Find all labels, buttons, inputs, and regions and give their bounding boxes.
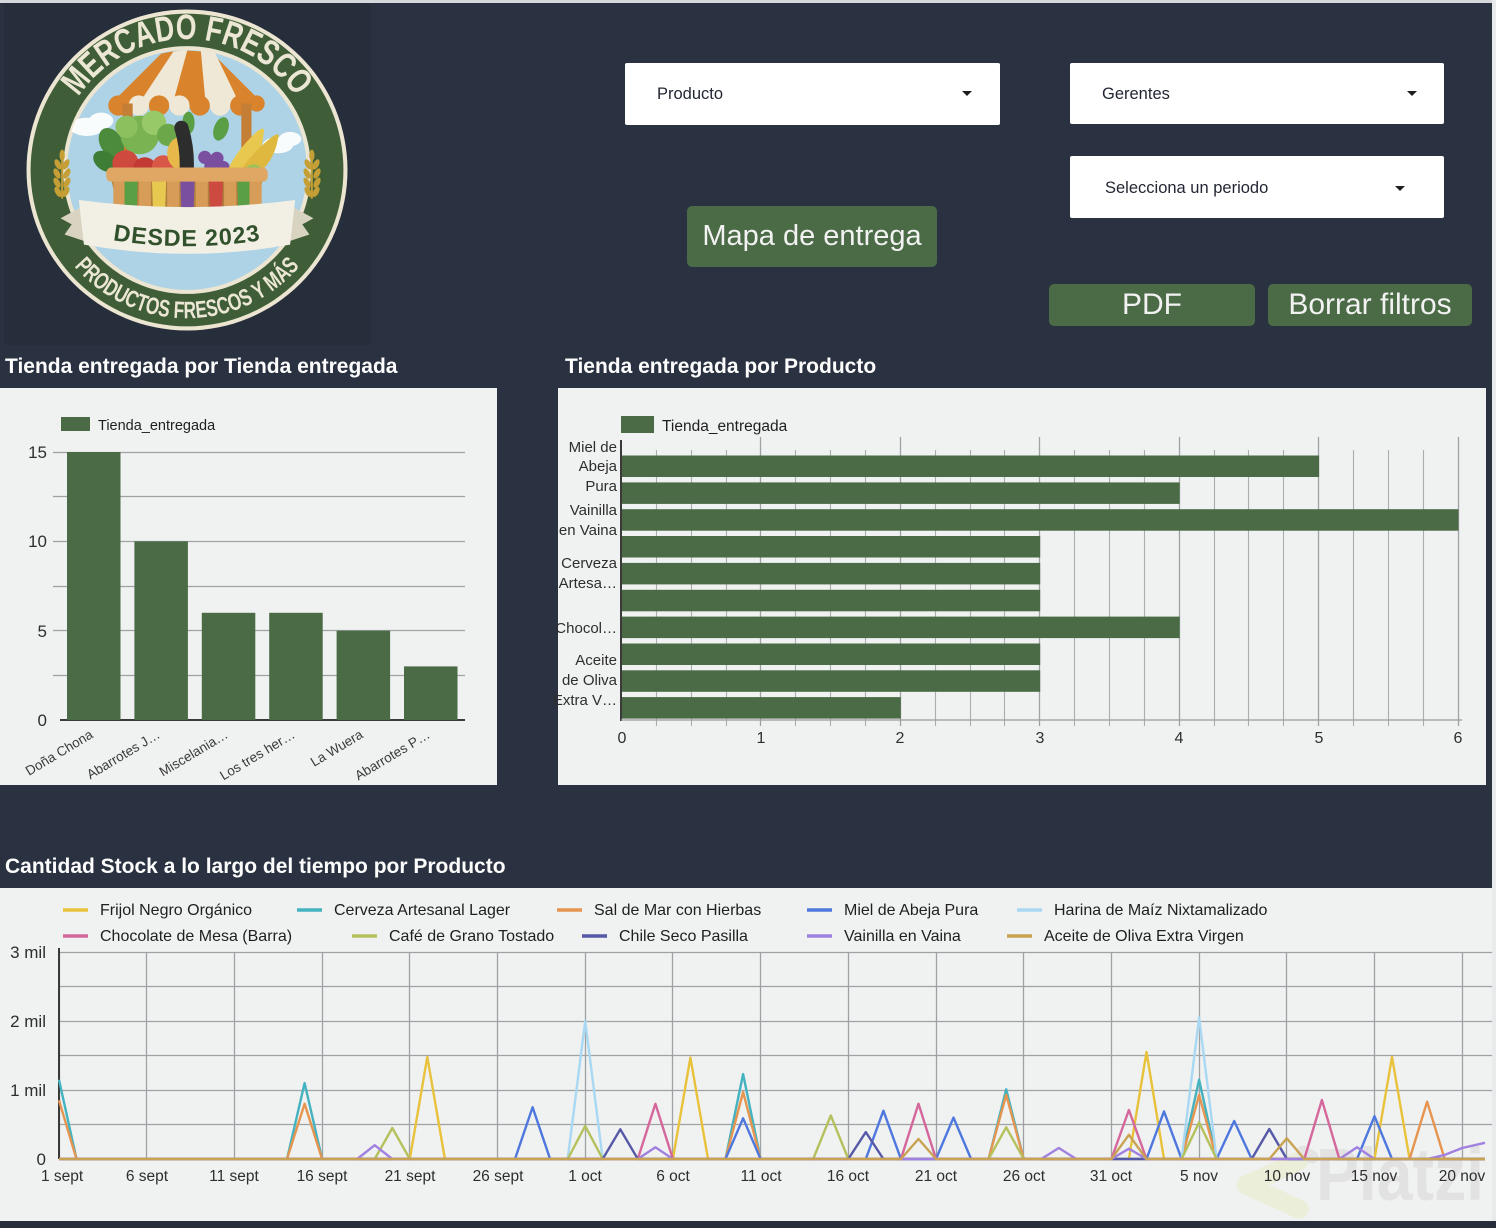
svg-text:Aceite de Oliva Extra Virgen: Aceite de Oliva Extra Virgen [1044,928,1244,945]
svg-text:Chocol…: Chocol… [555,620,617,637]
svg-text:Cerveza: Cerveza [561,555,618,572]
svg-text:5 nov: 5 nov [1180,1168,1218,1185]
svg-text:21 oct: 21 oct [915,1168,958,1185]
svg-text:Vainilla en Vaina: Vainilla en Vaina [844,928,961,945]
svg-text:Miel de: Miel de [569,439,617,456]
svg-text:Tienda_entregada: Tienda_entregada [98,418,216,434]
svg-text:Cerveza Artesanal Lager: Cerveza Artesanal Lager [334,902,511,919]
svg-text:Harina de Maíz Nixtamalizado: Harina de Maíz Nixtamalizado [1054,902,1268,919]
svg-text:Platzi: Platzi [1316,1133,1484,1216]
svg-text:0: 0 [38,711,47,730]
svg-text:16 sept: 16 sept [297,1168,349,1185]
svg-text:en Vaina: en Vaina [559,522,618,539]
svg-text:Miel de Abeja Pura: Miel de Abeja Pura [844,902,978,919]
svg-text:31 oct: 31 oct [1090,1168,1133,1185]
svg-text:26 sept: 26 sept [473,1168,525,1185]
svg-text:2: 2 [896,730,905,747]
svg-text:0: 0 [37,1150,46,1169]
svg-text:Frijol Negro Orgánico: Frijol Negro Orgánico [100,902,252,919]
svg-text:1 oct: 1 oct [568,1168,602,1185]
svg-text:5: 5 [38,622,47,641]
svg-text:10: 10 [28,532,47,551]
svg-text:Abeja: Abeja [579,458,618,475]
svg-text:1 mil: 1 mil [10,1081,46,1100]
svg-text:2 mil: 2 mil [10,1012,46,1031]
svg-text:20 nov: 20 nov [1439,1168,1486,1185]
svg-text:21 sept: 21 sept [385,1168,437,1185]
svg-text:3 mil: 3 mil [10,943,46,962]
svg-text:Chocolate de Mesa (Barra): Chocolate de Mesa (Barra) [100,928,292,945]
svg-text:Café de Grano Tostado: Café de Grano Tostado [389,928,554,945]
svg-text:6: 6 [1454,730,1463,747]
svg-text:Sal de Mar con Hierbas: Sal de Mar con Hierbas [594,902,761,919]
svg-text:3: 3 [1036,730,1045,747]
svg-text:15 nov: 15 nov [1351,1168,1398,1185]
svg-text:10 nov: 10 nov [1264,1168,1311,1185]
svg-text:Tienda_entregada: Tienda_entregada [662,418,788,435]
svg-text:Extra V…: Extra V… [553,692,617,709]
svg-text:Chile Seco Pasilla: Chile Seco Pasilla [619,928,748,945]
svg-text:Aceite: Aceite [575,652,617,669]
svg-text:11 oct: 11 oct [740,1168,782,1185]
svg-text:15: 15 [28,443,47,462]
svg-text:1 sept: 1 sept [41,1168,84,1185]
svg-text:Artesa…: Artesa… [559,575,617,592]
svg-text:16 oct: 16 oct [827,1168,870,1185]
svg-text:1: 1 [757,730,766,747]
svg-text:6 oct: 6 oct [656,1168,690,1185]
svg-text:Pura: Pura [585,478,617,495]
svg-text:Vainilla: Vainilla [570,502,618,519]
svg-text:5: 5 [1315,730,1324,747]
svg-text:26 oct: 26 oct [1003,1168,1046,1185]
svg-text:6 sept: 6 sept [126,1168,169,1185]
svg-text:0: 0 [618,730,627,747]
svg-text:de Oliva: de Oliva [562,672,618,689]
svg-text:11 sept: 11 sept [209,1168,259,1185]
svg-text:4: 4 [1175,730,1184,747]
